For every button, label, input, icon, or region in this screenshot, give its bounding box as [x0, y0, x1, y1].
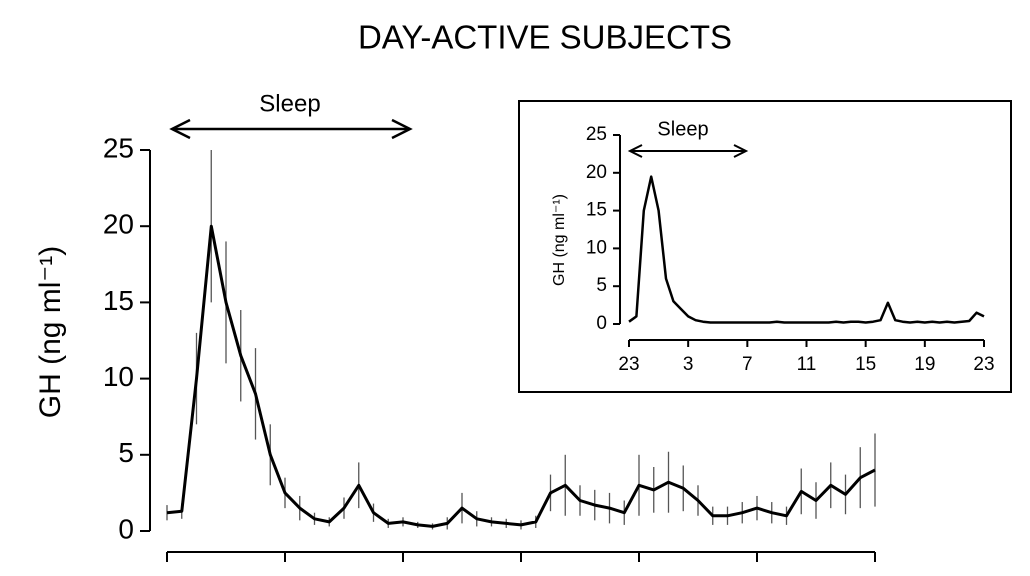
line: [166, 224, 876, 528]
y-tick-label: 0: [596, 313, 607, 334]
y-axis-label: GH (ng ml⁻¹): [551, 194, 568, 286]
x-tick-label: 3: [683, 354, 694, 375]
x-tick-label: 11: [797, 354, 817, 375]
y-tick-label: 10: [586, 237, 607, 258]
x-tick-label: 23: [618, 354, 639, 375]
y-tick-label: 15: [586, 200, 607, 221]
y-tick-label: 25: [103, 132, 134, 163]
y-axis-label: GH (ng ml⁻¹): [34, 246, 67, 419]
x-tick-label: 7: [742, 354, 753, 375]
sleep-arrow: [169, 118, 413, 140]
y-tick-label: 0: [118, 513, 134, 544]
line: [628, 175, 985, 324]
y-tick-label: 25: [586, 124, 607, 145]
y-tick-label: 20: [103, 209, 134, 240]
y-tick-label: 10: [103, 361, 134, 392]
y-tick-label: 5: [118, 437, 134, 468]
x-tick-label: 23: [973, 354, 994, 375]
annotation: Sleep: [657, 118, 708, 140]
y-tick-label: 20: [586, 162, 607, 183]
sleep-arrow: [627, 144, 749, 158]
x-tick-label: 15: [855, 354, 876, 375]
y-tick-label: 5: [596, 275, 607, 296]
chart-title: DAY-ACTIVE SUBJECTS: [358, 19, 732, 56]
y-tick-label: 15: [103, 285, 134, 316]
x-tick-label: 19: [914, 354, 935, 375]
inset-frame: [518, 100, 1012, 393]
annotation: Sleep: [259, 90, 320, 117]
